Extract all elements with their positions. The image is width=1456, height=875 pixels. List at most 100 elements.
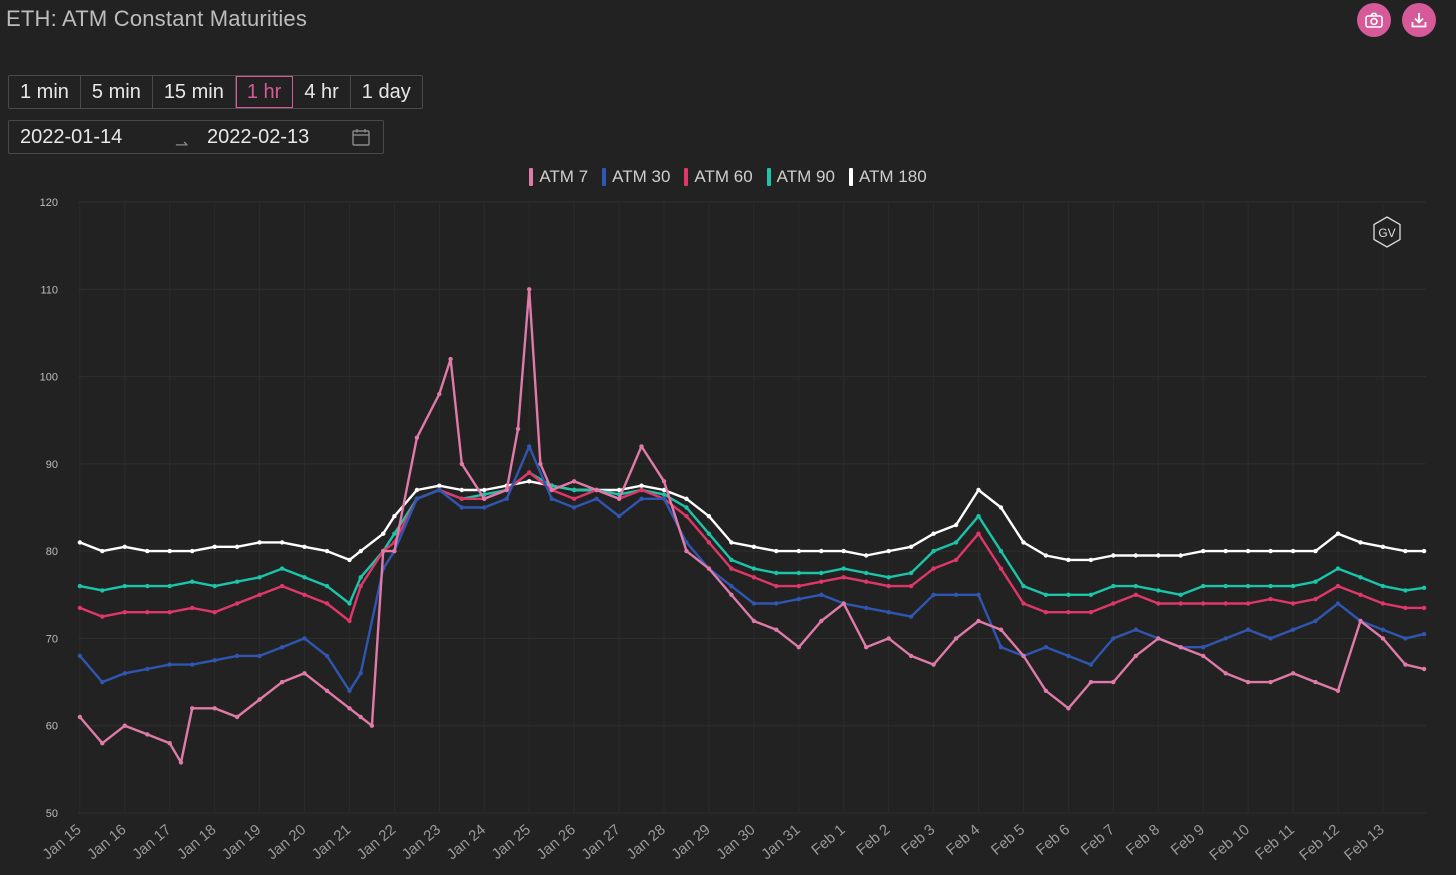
x-tick-label: Feb 4	[943, 821, 983, 859]
data-point	[1043, 688, 1049, 693]
timeframe-4hr[interactable]: 4 hr	[293, 76, 351, 108]
data-point	[931, 531, 936, 536]
data-point	[1380, 583, 1386, 589]
data-point	[706, 540, 712, 545]
data-point	[190, 605, 195, 611]
data-point	[684, 514, 689, 519]
data-point	[1290, 583, 1296, 589]
data-point	[167, 741, 172, 746]
timeframe-1min[interactable]: 1 min	[9, 76, 81, 108]
data-point	[976, 487, 981, 493]
data-point	[145, 732, 150, 737]
legend-item-atm-90[interactable]: ATM 90	[766, 167, 835, 187]
data-point	[1066, 653, 1071, 659]
data-point	[1021, 540, 1026, 545]
data-point	[1380, 544, 1386, 549]
screenshot-button[interactable]	[1357, 3, 1391, 37]
date-start-input[interactable]: 2022-01-14	[20, 125, 123, 148]
data-point	[706, 566, 712, 571]
data-point	[976, 514, 981, 519]
data-point	[190, 662, 195, 667]
download-icon	[1411, 13, 1427, 28]
data-point	[1111, 583, 1116, 589]
y-tick-label: 90	[46, 459, 58, 471]
data-point	[279, 645, 285, 650]
x-tick-label: Feb 9	[1168, 821, 1208, 859]
legend-item-atm-180[interactable]: ATM 180	[848, 167, 927, 187]
data-point	[414, 496, 420, 501]
data-point	[482, 496, 487, 501]
y-tick-label: 80	[46, 546, 58, 558]
data-point	[976, 531, 981, 536]
calendar-icon[interactable]	[351, 127, 371, 147]
data-point	[1268, 636, 1273, 641]
x-tick-label: Feb 7	[1078, 821, 1118, 859]
data-point	[1156, 636, 1161, 641]
download-button[interactable]	[1402, 3, 1436, 37]
data-point	[482, 487, 487, 493]
data-point	[212, 706, 217, 711]
series-atm-7	[77, 287, 1427, 765]
chart-legend: ATM 7 ATM 30 ATM 60 ATM 90 ATM 180	[0, 167, 1456, 187]
legend-item-atm-60[interactable]: ATM 60	[684, 167, 753, 187]
data-point	[661, 496, 667, 501]
data-point	[324, 583, 330, 589]
data-point	[931, 548, 936, 554]
data-point	[1313, 596, 1318, 602]
data-point	[459, 496, 464, 501]
data-point	[796, 548, 801, 554]
data-point	[639, 496, 644, 501]
timeframe-1day[interactable]: 1 day	[361, 80, 411, 103]
data-point	[279, 583, 285, 589]
data-point	[1156, 601, 1161, 606]
date-range-picker[interactable]: 2022-01-14 ⇀ 2022-02-13	[8, 120, 384, 154]
legend-item-atm-30[interactable]: ATM 30	[602, 167, 670, 187]
data-point	[998, 627, 1004, 632]
x-tick-label: Jan 21	[309, 821, 354, 863]
data-point	[661, 492, 667, 497]
data-point	[302, 575, 307, 580]
data-point	[1421, 548, 1427, 554]
data-point	[145, 583, 150, 589]
data-point	[1201, 653, 1206, 659]
data-point	[819, 618, 824, 624]
data-point	[774, 548, 779, 554]
data-point	[279, 679, 285, 685]
data-point	[1403, 605, 1408, 611]
page-title: ETH: ATM Constant Maturities	[6, 6, 308, 31]
data-point	[953, 592, 959, 597]
data-point	[639, 487, 644, 493]
data-point	[279, 566, 285, 571]
data-point	[324, 688, 330, 693]
data-point	[864, 553, 869, 558]
data-point	[684, 496, 689, 501]
x-tick-label: Jan 20	[264, 821, 309, 863]
data-point	[1380, 636, 1386, 641]
timeframe-15min[interactable]: 15 min	[153, 76, 236, 108]
x-tick-label: Jan 30	[713, 821, 758, 863]
data-point	[1245, 583, 1251, 589]
data-point	[167, 662, 172, 667]
date-end-input[interactable]: 2022-02-13	[207, 125, 310, 148]
data-point	[77, 540, 83, 545]
data-point	[437, 487, 442, 493]
data-point	[77, 714, 83, 720]
data-point	[751, 566, 757, 571]
data-point	[1223, 671, 1228, 676]
data-point	[100, 741, 105, 746]
legend-swatch	[766, 168, 771, 186]
data-point	[459, 487, 464, 493]
data-point	[1133, 653, 1139, 659]
timeframe-5min[interactable]: 5 min	[81, 76, 153, 108]
data-point	[381, 531, 386, 536]
data-point	[908, 653, 914, 659]
data-point	[841, 566, 846, 571]
data-point	[639, 444, 644, 449]
x-tick-label: Jan 18	[174, 821, 219, 863]
data-point	[1133, 583, 1139, 589]
x-tick-label: Jan 24	[444, 821, 489, 863]
legend-item-atm-7[interactable]: ATM 7	[529, 167, 588, 187]
data-point	[1358, 540, 1363, 545]
data-point	[1358, 618, 1363, 624]
timeframe-1hr[interactable]: 1 hr	[235, 76, 294, 108]
